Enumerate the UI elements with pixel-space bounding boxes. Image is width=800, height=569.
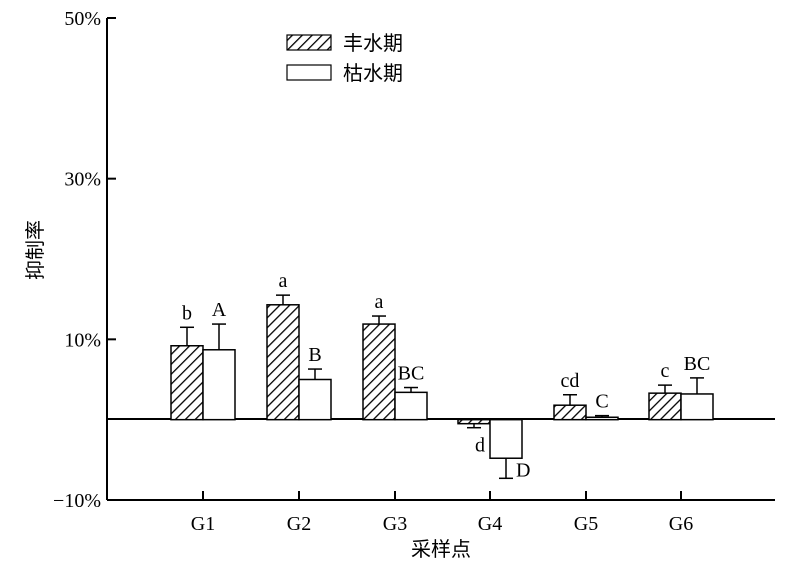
bar-series-2 [394, 391, 428, 421]
significance-label: a [375, 291, 384, 313]
bar-series-1 [170, 345, 204, 421]
significance-label: cd [561, 370, 580, 392]
error-bars [180, 294, 704, 480]
bar-series-1 [362, 323, 396, 421]
y-tick-label: 30% [64, 169, 101, 191]
x-tick-label: G5 [574, 513, 598, 535]
bar-series-1 [648, 392, 682, 421]
significance-labels: b a a d cd c A B BC D C BC [182, 270, 710, 481]
legend-swatch-series-1 [286, 34, 332, 51]
y-tick-label: −10% [53, 490, 101, 512]
bar-series-1 [266, 304, 300, 421]
significance-label: B [308, 344, 321, 366]
bar-series-2 [680, 393, 714, 421]
significance-label: b [182, 302, 192, 324]
legend-swatch-series-2 [286, 64, 332, 81]
legend-label-series-2: 枯水期 [343, 61, 403, 85]
bar-series-1 [553, 404, 587, 421]
y-tick-label: 50% [64, 8, 101, 30]
y-tick-label: 10% [64, 329, 101, 351]
significance-label: BC [398, 363, 425, 385]
significance-label: C [595, 391, 608, 413]
bars [170, 304, 714, 459]
bar-series-1 [457, 418, 491, 425]
x-tick-label: G4 [478, 513, 502, 535]
y-ticks: −10% 10% 30% 50% [53, 8, 116, 512]
bar-series-2 [585, 416, 619, 421]
x-tick-label: G2 [287, 513, 311, 535]
significance-label: BC [684, 353, 711, 375]
y-axis-title: 抑制率 [23, 220, 47, 280]
significance-label: d [475, 435, 485, 457]
significance-label: D [516, 459, 530, 481]
significance-label: c [661, 360, 670, 382]
bar-series-2 [298, 378, 332, 421]
bar-series-2 [489, 418, 523, 459]
x-ticks: G1 G2 G3 G4 G5 G6 [191, 491, 693, 535]
x-tick-label: G3 [383, 513, 407, 535]
legend-label-series-1: 丰水期 [343, 31, 403, 55]
significance-label: a [279, 270, 288, 292]
bar-series-2 [202, 349, 236, 421]
x-axis-title: 采样点 [411, 537, 471, 561]
x-tick-label: G1 [191, 513, 215, 535]
significance-label: A [212, 299, 227, 321]
legend: 丰水期 枯水期 [286, 31, 403, 85]
x-tick-label: G6 [669, 513, 693, 535]
